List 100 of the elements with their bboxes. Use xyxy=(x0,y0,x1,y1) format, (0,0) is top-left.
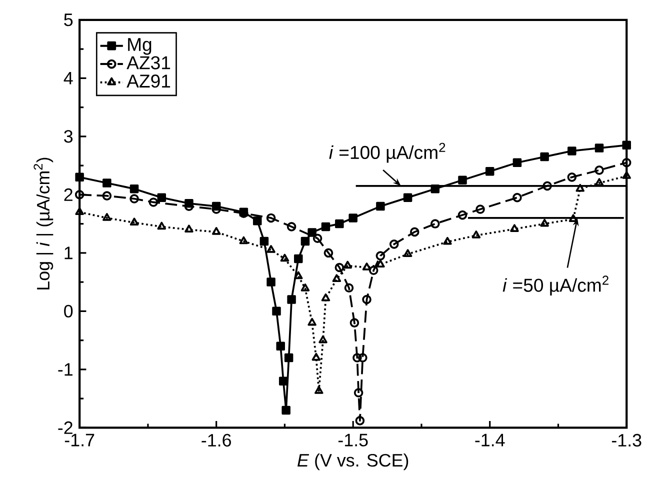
point xyxy=(282,406,290,414)
point xyxy=(362,262,372,270)
point xyxy=(312,352,321,361)
legend-label: AZ31 xyxy=(126,56,170,70)
x-axis-title: E (V vs. SCE) xyxy=(298,453,408,470)
point xyxy=(350,318,360,328)
point xyxy=(430,184,440,194)
point xyxy=(102,191,112,200)
legend-label: Mg xyxy=(128,38,152,55)
point xyxy=(312,234,322,243)
point xyxy=(389,239,399,249)
point xyxy=(485,166,494,176)
point xyxy=(376,251,386,260)
point xyxy=(321,222,330,231)
point xyxy=(300,236,310,246)
point xyxy=(280,254,290,262)
point xyxy=(212,226,221,235)
y-tick-label: 1 xyxy=(64,246,72,259)
point xyxy=(403,193,412,202)
point xyxy=(184,224,194,232)
point xyxy=(594,178,604,186)
point xyxy=(430,218,440,228)
point xyxy=(476,204,485,214)
point xyxy=(74,190,84,200)
y-tick-label: 5 xyxy=(64,13,73,26)
x-tick-label: -1.5 xyxy=(338,434,368,446)
point xyxy=(148,197,158,207)
point xyxy=(343,260,352,268)
point xyxy=(321,293,330,302)
point xyxy=(272,306,281,316)
point xyxy=(458,176,467,184)
y-tick-label: 2 xyxy=(64,188,72,201)
point xyxy=(376,259,385,268)
y-tick-label: 3 xyxy=(64,130,73,143)
point xyxy=(102,178,112,188)
point xyxy=(75,172,84,182)
point xyxy=(567,172,577,182)
point xyxy=(314,386,324,394)
point xyxy=(540,152,549,161)
legend-label: AZ91 xyxy=(126,74,170,88)
x-tick-label: -1.3 xyxy=(612,434,642,446)
point xyxy=(568,146,576,156)
point xyxy=(622,158,632,168)
point xyxy=(130,194,139,204)
point xyxy=(260,236,269,246)
point xyxy=(512,192,522,202)
point xyxy=(594,165,604,175)
point xyxy=(358,352,368,362)
point xyxy=(472,230,481,238)
y-tick-label: 4 xyxy=(64,72,73,84)
y-axis-title: Log | i | (µA/cm$^{2}$) xyxy=(34,158,54,290)
point xyxy=(157,193,166,202)
point xyxy=(376,202,385,211)
point xyxy=(568,214,578,222)
point xyxy=(287,294,296,304)
point xyxy=(266,277,276,286)
point xyxy=(130,184,139,194)
point xyxy=(157,222,166,230)
x-tick-label: -1.6 xyxy=(202,434,231,446)
point xyxy=(266,213,276,222)
annotation: i =50 µA/cm$^{2}$ xyxy=(502,276,608,296)
point xyxy=(362,294,372,304)
point xyxy=(576,184,584,192)
point xyxy=(266,244,276,253)
point xyxy=(512,158,522,167)
point xyxy=(276,342,285,350)
point xyxy=(324,248,334,258)
point xyxy=(344,283,354,292)
point xyxy=(540,218,549,227)
point xyxy=(443,236,452,245)
point xyxy=(284,353,294,362)
point xyxy=(308,318,316,326)
point xyxy=(354,388,364,398)
point xyxy=(403,249,412,257)
point xyxy=(102,212,112,221)
point xyxy=(355,416,365,426)
point xyxy=(318,335,328,344)
point xyxy=(332,274,342,282)
point xyxy=(294,271,303,279)
point xyxy=(510,224,519,232)
point xyxy=(334,262,344,272)
point xyxy=(294,254,303,263)
point xyxy=(252,216,262,226)
point xyxy=(542,181,552,190)
point xyxy=(130,218,139,226)
point xyxy=(239,236,248,244)
point xyxy=(278,376,288,386)
point xyxy=(335,219,344,228)
x-tick-label: -1.4 xyxy=(475,434,505,446)
point xyxy=(368,266,378,275)
point xyxy=(594,144,604,152)
x-tick-label: -1.7 xyxy=(64,434,94,446)
point xyxy=(308,228,316,237)
y-tick-label: -2 xyxy=(58,421,72,434)
point xyxy=(622,140,631,150)
point xyxy=(348,213,358,222)
y-tick-label: -1 xyxy=(58,363,72,376)
point xyxy=(286,222,296,232)
point xyxy=(410,227,420,236)
point xyxy=(300,283,310,292)
